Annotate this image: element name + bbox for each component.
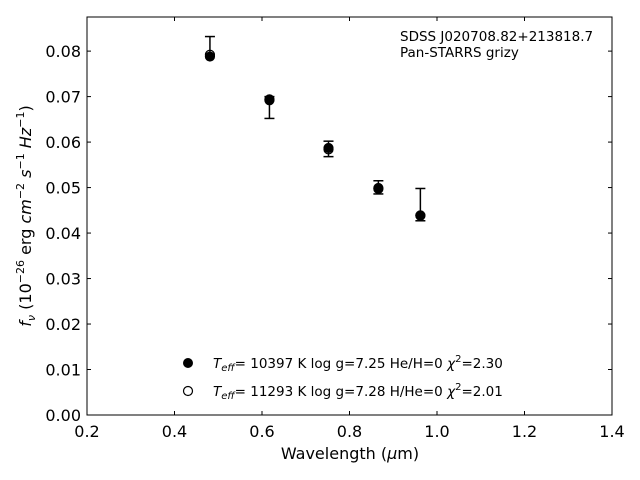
annotation-line-1: SDSS J020708.82+213818.7 xyxy=(400,29,593,45)
y-tick-label: 0.00 xyxy=(45,406,81,425)
model-point-open xyxy=(373,182,384,194)
legend-marker-filled xyxy=(183,358,193,368)
y-tick-label: 0.05 xyxy=(45,179,81,198)
x-tick-label: 0.8 xyxy=(337,422,362,441)
legend: Teff= 10397 K log g=7.25 He/H=0 χ2=2.30 … xyxy=(182,354,503,402)
y-tick-label: 0.02 xyxy=(45,315,81,334)
y-tick-label: 0.03 xyxy=(45,270,81,289)
annotation-line-2: Pan-STARRS grizy xyxy=(400,45,519,61)
model-point-open xyxy=(204,49,216,60)
model-point-open xyxy=(323,144,334,155)
y-tick-label: 0.01 xyxy=(45,361,81,380)
y-tick-label: 0.04 xyxy=(45,224,81,243)
model-point-open xyxy=(264,95,275,106)
model-point-open xyxy=(415,210,426,221)
legend-entry-1: Teff= 10397 K log g=7.25 He/H=0 χ2=2.30 xyxy=(213,354,503,374)
x-tick-label: 1.4 xyxy=(599,422,624,441)
legend-marker-open xyxy=(182,385,194,397)
y-tick-label: 0.08 xyxy=(45,42,81,61)
x-tick-label: 1.2 xyxy=(512,422,537,441)
y-axis-label: fν (10−26 erg cm−2 s−1 Hz−1) xyxy=(14,105,38,326)
y-tick-label: 0.06 xyxy=(45,133,81,152)
x-axis-label: Wavelength (μm) xyxy=(281,444,419,463)
x-tick-label: 0.6 xyxy=(249,422,274,441)
axis-ticks xyxy=(86,17,613,416)
data-markers xyxy=(204,49,426,221)
x-tick-label: 0.2 xyxy=(74,422,99,441)
legend-entry-2: Teff= 11293 K log g=7.28 H/He=0 χ2=2.01 xyxy=(213,382,503,402)
tick-labels: 0.2 0.4 0.6 0.8 1.0 1.2 1.4 0.00 0.01 0.02 0.03 0.0… xyxy=(45,42,624,441)
x-tick-label: 0.4 xyxy=(162,422,187,441)
error-bars xyxy=(204,35,426,222)
y-tick-label: 0.07 xyxy=(45,88,81,107)
x-tick-label: 1.0 xyxy=(424,422,449,441)
